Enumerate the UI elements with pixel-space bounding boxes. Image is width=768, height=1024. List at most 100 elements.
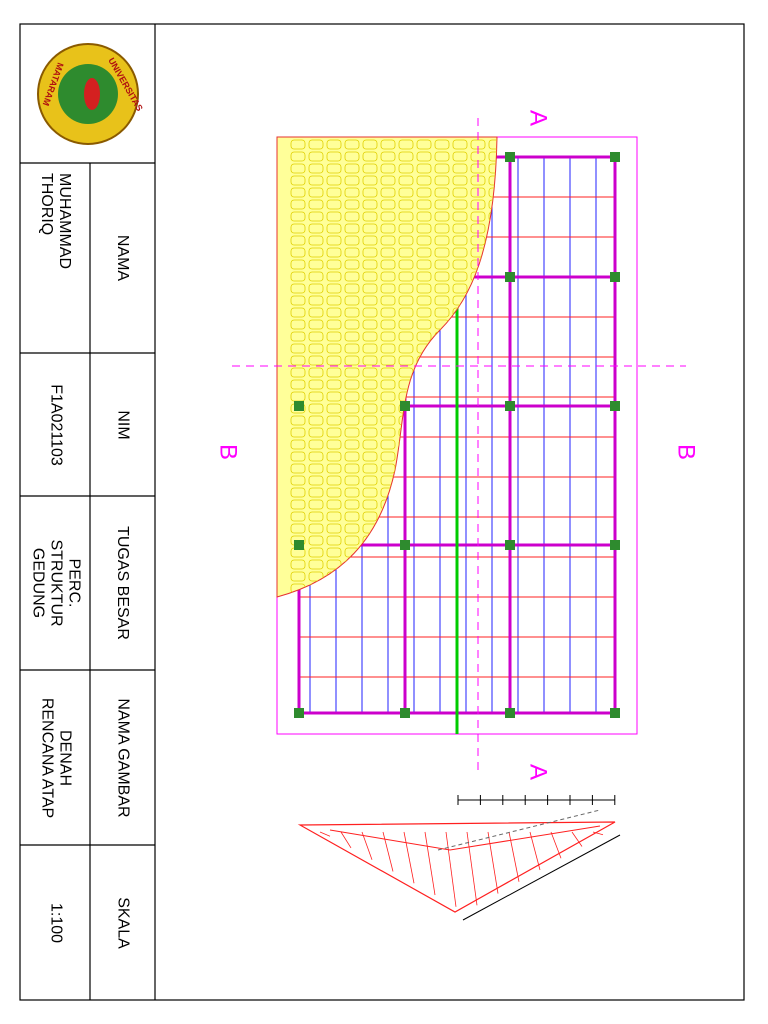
tile: [308, 415, 324, 426]
tile: [344, 427, 360, 438]
tile: [434, 211, 450, 222]
tile: [416, 247, 432, 258]
tile: [398, 271, 414, 282]
tile: [308, 463, 324, 474]
truss-web: [592, 831, 604, 836]
tile: [380, 367, 396, 378]
tile: [344, 307, 360, 318]
section-marker: B: [215, 444, 242, 460]
tile: [290, 475, 306, 486]
tile: [452, 175, 468, 186]
tile: [416, 331, 432, 342]
tile: [398, 259, 414, 270]
tile: [290, 427, 306, 438]
tile: [326, 475, 342, 486]
tile: [434, 271, 450, 282]
tile: [290, 367, 306, 378]
tile: [344, 583, 360, 594]
tile: [452, 499, 468, 510]
tile: [290, 463, 306, 474]
tile: [416, 283, 432, 294]
tile: [488, 487, 497, 498]
tile: [290, 511, 306, 522]
tile: [308, 343, 324, 354]
field-value: 1:100: [47, 902, 64, 943]
tile: [326, 415, 342, 426]
tile: [398, 187, 414, 198]
tile: [416, 547, 432, 558]
tile: [290, 331, 306, 342]
section-marker: A: [525, 764, 552, 780]
tile: [452, 211, 468, 222]
tile: [380, 343, 396, 354]
tile: [344, 235, 360, 246]
tile: [416, 175, 432, 186]
tile: [344, 331, 360, 342]
tile: [290, 571, 306, 582]
tile: [362, 475, 378, 486]
tile: [290, 451, 306, 462]
tile: [416, 559, 432, 570]
tile: [308, 283, 324, 294]
tile: [434, 487, 450, 498]
tile: [290, 271, 306, 282]
tile: [308, 331, 324, 342]
tile: [326, 343, 342, 354]
tile: [308, 199, 324, 210]
tile: [362, 511, 378, 522]
tile: [290, 235, 306, 246]
truss-web: [445, 831, 457, 907]
tile: [452, 571, 468, 582]
tile: [362, 343, 378, 354]
column: [610, 401, 620, 411]
truss-web: [550, 831, 562, 859]
tile: [488, 307, 497, 318]
tile: [308, 547, 324, 558]
tile: [326, 439, 342, 450]
tile: [326, 247, 342, 258]
truss-web: [529, 831, 541, 871]
tile: [308, 307, 324, 318]
truss-web: [361, 831, 373, 860]
tile: [434, 175, 450, 186]
truss-web: [382, 831, 394, 872]
tile: [308, 319, 324, 330]
tile: [290, 523, 306, 534]
tile: [488, 523, 497, 534]
tile: [344, 223, 360, 234]
tile: [380, 439, 396, 450]
tile: [434, 451, 450, 462]
tile: [380, 163, 396, 174]
tile: [362, 427, 378, 438]
logo: UNIVERSITAS MATARAM: [37, 43, 145, 145]
tile: [434, 223, 450, 234]
column: [294, 708, 304, 718]
tile: [416, 463, 432, 474]
tile: [380, 139, 396, 150]
tile: [290, 211, 306, 222]
column: [505, 401, 515, 411]
tile: [488, 139, 497, 150]
tile: [326, 235, 342, 246]
tile: [326, 223, 342, 234]
tile: [416, 415, 432, 426]
tile: [380, 427, 396, 438]
tile: [380, 235, 396, 246]
tile: [488, 319, 497, 330]
tile: [452, 487, 468, 498]
tile: [344, 487, 360, 498]
tile: [416, 259, 432, 270]
tile: [326, 547, 342, 558]
tile: [434, 559, 450, 570]
field-value: F1A021103: [47, 383, 64, 466]
tile: [290, 151, 306, 162]
tile: [326, 319, 342, 330]
tile: [398, 319, 414, 330]
roof-tile: [276, 136, 498, 598]
tile: [416, 187, 432, 198]
tile: [398, 139, 414, 150]
tile: [488, 379, 497, 390]
tile: [308, 439, 324, 450]
tile: [362, 487, 378, 498]
tile: [380, 223, 396, 234]
